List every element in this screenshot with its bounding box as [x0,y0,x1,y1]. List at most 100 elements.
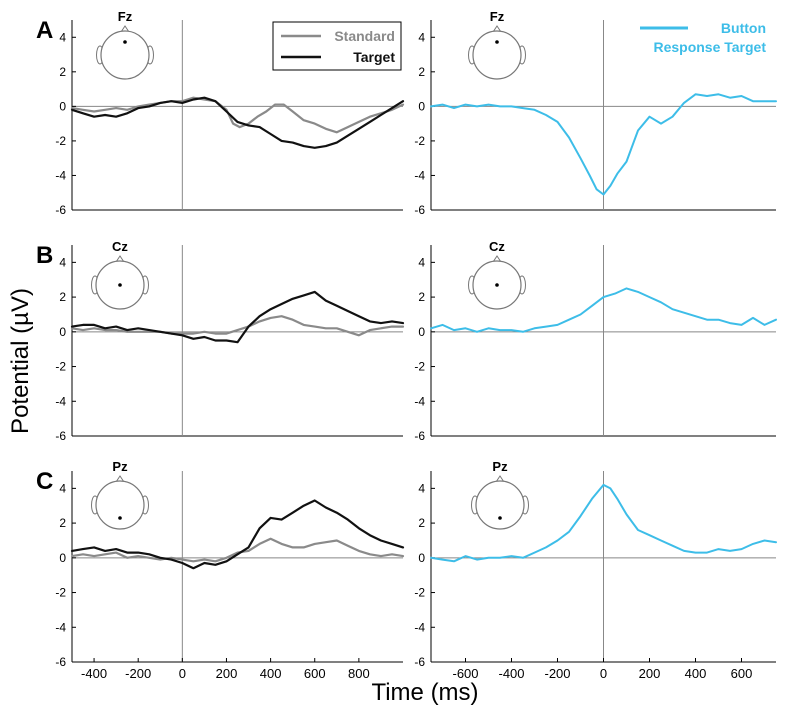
series-button-response-target-line [430,287,777,333]
y-tick-label: 2 [418,290,425,304]
electrode-dot [123,40,127,44]
head-outline [472,30,522,80]
x-tick-label: 400 [260,666,282,681]
x-tick-label: 400 [685,666,707,681]
y-tick-label: 2 [59,516,66,530]
series-target-line [70,499,405,570]
y-tick-label: 4 [418,481,425,495]
x-tick-label: -400 [81,666,107,681]
head-outline [95,480,145,530]
head-icon [471,475,529,530]
head-outline [100,30,150,80]
y-tick-label: 2 [59,65,66,79]
panel-letter: B [36,242,53,269]
y-tick-label: -6 [55,203,66,217]
y-tick-label: 4 [418,30,425,44]
y-tick-label: 4 [59,30,66,44]
panel-a-right: -6 -4 -2 0 2 4 Fz Button Response Target [414,9,777,217]
electrode-dot [495,40,499,44]
x-tick-label: -400 [498,666,524,681]
y-tick-label: 2 [418,516,425,530]
head-icon [91,475,149,530]
y-tick-label: -2 [55,586,66,600]
panel-letter: A [36,17,53,44]
panel-b-right: -6 -4 -2 0 2 4 Cz [414,239,777,443]
x-tick-label: 600 [304,666,326,681]
y-tick-label: 4 [59,481,66,495]
y-tick-label: -2 [55,360,66,374]
y-axis-label: Potential (µV) [7,288,34,434]
head-icon [96,25,154,80]
legend: Button Response Target [640,20,766,55]
head-icon [468,25,526,80]
panel-letter: C [36,468,53,495]
y-tick-label: -4 [55,620,66,634]
y-tick-label: 0 [59,99,66,113]
x-tick-label: 200 [216,666,238,681]
legend-label-button-2: Response Target [653,39,766,55]
x-tick-label: -200 [125,666,151,681]
panel-b-left: -6 -4 -2 0 2 4B Cz [36,239,405,443]
y-tick-label: -4 [55,168,66,182]
electrode-dot [118,516,122,520]
y-tick-label: -6 [55,655,66,669]
x-tick-label: 200 [639,666,661,681]
y-tick-label: -2 [55,134,66,148]
legend: Standard Target [272,21,402,71]
y-tick-label: -6 [55,429,66,443]
y-tick-label: -4 [55,394,66,408]
series-target-line [70,96,405,149]
head-icon [468,255,526,310]
electrode-label: Pz [112,459,128,474]
electrode-label: Cz [489,239,505,254]
electrode-dot [498,516,502,520]
y-tick-label: -6 [414,203,425,217]
y-tick-label: 4 [59,255,66,269]
series-button-response-target-line [430,483,777,563]
y-tick-label: 4 [418,255,425,269]
panel-c-left: -6 -4 -2 0 2 4 -400 -200 0 200 400 600 800 C Pz [36,459,405,681]
electrode-label: Fz [118,9,133,24]
y-tick-label: 2 [59,290,66,304]
y-tick-label: -4 [414,168,425,182]
y-tick-label: 2 [418,65,425,79]
y-tick-label: 0 [418,99,425,113]
series-standard-line [70,537,405,563]
y-tick-label: 0 [59,551,66,565]
y-tick-label: 0 [418,551,425,565]
x-tick-label: 600 [731,666,753,681]
panel-a-left: -6 -4 -2 0 2 4A Fz Standard Target [36,9,405,217]
legend-label-target: Target [353,49,395,65]
electrode-dot [495,283,499,287]
head-outline [475,480,525,530]
y-tick-label: 0 [59,325,66,339]
legend-label-button: Button [721,20,766,36]
electrode-label: Pz [492,459,508,474]
y-tick-label: -4 [414,620,425,634]
electrode-label: Cz [112,239,128,254]
legend-box [272,21,402,71]
y-tick-label: -4 [414,394,425,408]
electrode-dot [118,283,122,287]
y-tick-label: -2 [414,586,425,600]
x-tick-label: 0 [600,666,607,681]
electrode-label: Fz [490,9,505,24]
series-target-line [70,290,405,344]
y-tick-label: -2 [414,360,425,374]
series-button-response-target-line [430,93,777,196]
y-tick-label: -6 [414,429,425,443]
x-tick-label: 0 [179,666,186,681]
panel-c-right: -6 -4 -2 0 2 4 -600 -400 -200 0 200 400 600 Pz [414,459,777,681]
series-standard-line [70,315,405,337]
x-tick-label: -600 [452,666,478,681]
x-tick-label: -200 [544,666,570,681]
y-tick-label: -6 [414,655,425,669]
head-icon [91,255,149,310]
series-standard-line [70,96,405,134]
y-tick-label: -2 [414,134,425,148]
y-tick-label: 0 [418,325,425,339]
legend-label-standard: Standard [334,28,395,44]
x-tick-label: 800 [348,666,370,681]
x-axis-label: Time (ms) [371,679,478,706]
